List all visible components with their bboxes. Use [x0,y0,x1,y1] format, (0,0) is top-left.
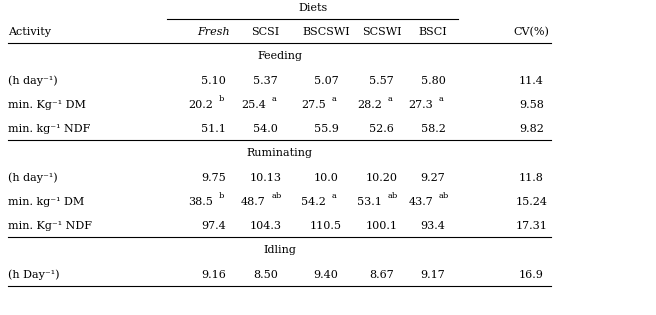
Text: 27.5: 27.5 [301,100,326,110]
Text: a: a [271,95,276,103]
Text: 100.1: 100.1 [366,221,398,231]
Text: 28.2: 28.2 [357,100,382,110]
Text: 10.13: 10.13 [250,173,281,183]
Text: (h day⁻¹): (h day⁻¹) [8,75,58,86]
Text: min. Kg⁻¹ NDF: min. Kg⁻¹ NDF [8,221,92,231]
Text: a: a [387,95,392,103]
Text: SCSI: SCSI [251,27,280,37]
Text: Ruminating: Ruminating [247,148,312,158]
Text: 9.82: 9.82 [519,124,544,134]
Text: 10.0: 10.0 [314,173,338,183]
Text: 48.7: 48.7 [241,197,266,207]
Text: 25.4: 25.4 [241,100,266,110]
Text: 9.17: 9.17 [420,270,445,280]
Text: Idling: Idling [263,245,296,255]
Text: 15.24: 15.24 [516,197,547,207]
Text: BSCSWI: BSCSWI [302,27,350,37]
Text: Diets: Diets [298,3,327,13]
Text: 52.6: 52.6 [369,124,394,134]
Text: a: a [438,95,443,103]
Text: 54.2: 54.2 [298,197,326,207]
Text: 43.7: 43.7 [405,197,433,207]
Text: a: a [331,95,337,103]
Text: min. Kg⁻¹ DM: min. Kg⁻¹ DM [8,100,86,110]
Text: 53.1: 53.1 [357,197,382,207]
Text: ab: ab [387,192,398,200]
Text: 43.7: 43.7 [408,197,433,207]
Text: 48.7: 48.7 [237,197,266,207]
Text: 27.3: 27.3 [405,100,433,110]
Text: 20.2: 20.2 [185,100,213,110]
Text: 9.58: 9.58 [519,100,544,110]
Text: 104.3: 104.3 [250,221,281,231]
Text: BSCI: BSCI [419,27,447,37]
Text: 8.50: 8.50 [253,270,278,280]
Text: 8.67: 8.67 [369,270,394,280]
Text: a: a [331,192,337,200]
Text: Activity: Activity [8,27,51,37]
Text: 20.2: 20.2 [188,100,213,110]
Text: 5.37: 5.37 [253,76,278,86]
Text: 5.57: 5.57 [369,76,394,86]
Text: 58.2: 58.2 [420,124,445,134]
Text: 38.5: 38.5 [185,197,213,207]
Text: Feeding: Feeding [257,51,302,61]
Text: 110.5: 110.5 [310,221,342,231]
Text: ab: ab [438,192,449,200]
Text: 9.27: 9.27 [420,173,445,183]
Text: 28.2: 28.2 [354,100,382,110]
Text: min. kg⁻¹ NDF: min. kg⁻¹ NDF [8,124,91,134]
Text: 5.10: 5.10 [201,76,226,86]
Text: 27.3: 27.3 [408,100,433,110]
Text: 27.5: 27.5 [298,100,326,110]
Text: 5.80: 5.80 [420,76,445,86]
Text: 93.4: 93.4 [420,221,445,231]
Text: 53.1: 53.1 [354,197,382,207]
Text: 9.40: 9.40 [314,270,338,280]
Text: 5.07: 5.07 [314,76,338,86]
Text: b: b [218,95,224,103]
Text: ab: ab [271,192,281,200]
Text: CV(%): CV(%) [514,27,549,37]
Text: 38.5: 38.5 [188,197,213,207]
Text: 11.8: 11.8 [519,173,544,183]
Text: 54.0: 54.0 [253,124,278,134]
Text: 11.4: 11.4 [519,76,544,86]
Text: 10.20: 10.20 [366,173,398,183]
Text: 9.16: 9.16 [201,270,226,280]
Text: SCSWI: SCSWI [362,27,401,37]
Text: Fresh: Fresh [197,27,230,37]
Text: min. kg⁻¹ DM: min. kg⁻¹ DM [8,197,84,207]
Text: 54.2: 54.2 [301,197,326,207]
Text: 17.31: 17.31 [516,221,547,231]
Text: 25.4: 25.4 [237,100,266,110]
Text: b: b [218,192,224,200]
Text: (h day⁻¹): (h day⁻¹) [8,172,58,183]
Text: 16.9: 16.9 [519,270,544,280]
Text: 97.4: 97.4 [201,221,226,231]
Text: 55.9: 55.9 [314,124,338,134]
Text: 51.1: 51.1 [201,124,226,134]
Text: (h Day⁻¹): (h Day⁻¹) [8,269,60,280]
Text: 9.75: 9.75 [201,173,226,183]
